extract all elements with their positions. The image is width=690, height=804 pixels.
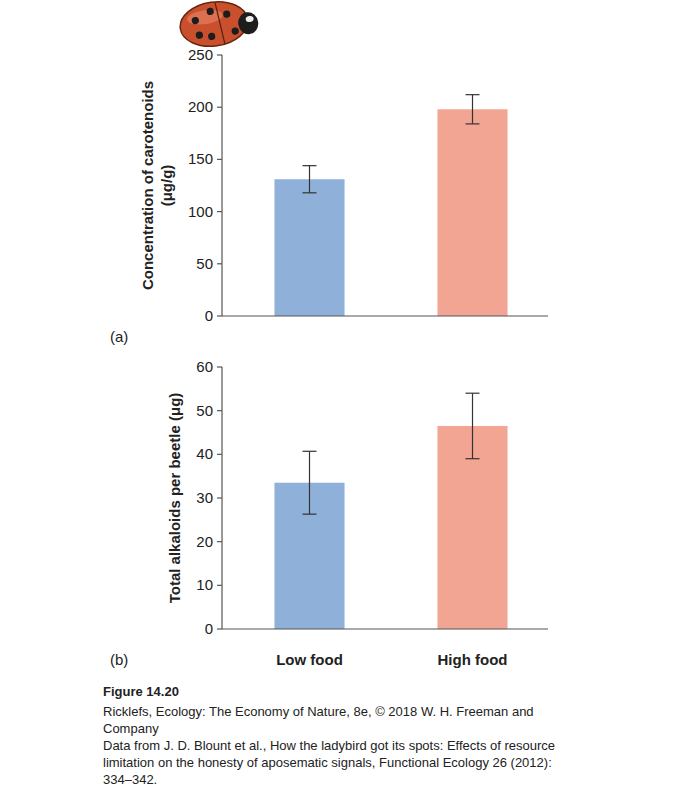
ladybug-spot: [195, 31, 203, 39]
bar: [437, 109, 507, 316]
ladybug-spot: [208, 32, 216, 40]
y-tick: [217, 159, 222, 160]
ladybug-spot: [223, 10, 231, 18]
error-cap: [303, 192, 317, 193]
y-axis-title: Concentration of carotenoids(μg/g): [139, 81, 175, 290]
caption-line: Ricklefs, Ecology: The Economy of Nature…: [103, 703, 573, 737]
error-cap: [303, 451, 317, 452]
y-tick-label: 150: [188, 150, 213, 167]
ladybug-icon: [177, 0, 260, 51]
ladybug-spot: [231, 27, 239, 35]
error-bar: [303, 451, 317, 514]
bars: [274, 95, 507, 316]
error-bar: [466, 95, 480, 124]
ladybug-spot: [206, 7, 214, 15]
error-bar: [466, 393, 480, 459]
y-tick-label: 30: [196, 489, 213, 506]
error-stem: [472, 95, 473, 124]
y-tick: [217, 107, 222, 108]
panel-letter: (b): [110, 651, 128, 668]
y-tick: [217, 454, 222, 455]
caption-line: Data from J. D. Blount et al., How the l…: [103, 737, 573, 788]
y-tick: [217, 54, 222, 55]
x-axis-line: [222, 315, 548, 316]
error-stem: [309, 166, 310, 193]
error-cap: [466, 393, 480, 394]
caption-line: Figure 14.20: [103, 683, 573, 700]
y-tick: [217, 585, 222, 586]
y-tick-label: 100: [188, 203, 213, 220]
bar: [274, 179, 344, 316]
error-stem: [472, 393, 473, 459]
error-cap: [466, 94, 480, 95]
error-cap: [466, 123, 480, 124]
y-tick-label: 250: [188, 46, 213, 63]
x-axis-line: [222, 628, 548, 629]
error-bar: [303, 166, 317, 193]
y-tick-label: 50: [196, 255, 213, 272]
caption: Figure 14.20 Ricklefs, Ecology: The Econo…: [103, 683, 573, 788]
y-axis-line: [221, 55, 222, 316]
x-tick-label: Low food: [276, 651, 343, 668]
error-cap: [303, 514, 317, 515]
y-tick: [217, 497, 222, 498]
y-tick: [217, 628, 222, 629]
y-tick-label: 20: [196, 533, 213, 550]
y-axis-title-line: (μg/g): [158, 165, 175, 207]
y-tick-label: 0: [205, 307, 213, 324]
y-axis-title: Total alkaloids per beetle (μg): [166, 393, 183, 604]
error-cap: [466, 458, 480, 459]
x-tick-label: High food: [438, 651, 508, 668]
figure-svg: 050100150200250Concentration of caroteno…: [0, 0, 690, 680]
y-tick-label: 0: [205, 620, 213, 637]
bars: [274, 393, 507, 629]
y-tick: [217, 315, 222, 316]
ladybug-head: [237, 11, 260, 36]
y-tick-label: 50: [196, 402, 213, 419]
y-tick: [217, 263, 222, 264]
panel-letter: (a): [110, 328, 128, 345]
error-cap: [303, 165, 317, 166]
y-tick-label: 10: [196, 576, 213, 593]
y-tick: [217, 541, 222, 542]
y-tick: [217, 366, 222, 367]
ladybug-eye: [245, 15, 254, 22]
y-tick-label: 60: [196, 358, 213, 375]
ladybug-seam: [215, 2, 225, 44]
y-tick: [217, 410, 222, 411]
y-tick-label: 40: [196, 445, 213, 462]
error-stem: [309, 451, 310, 514]
y-axis-title-line: Concentration of carotenoids: [139, 81, 156, 290]
y-tick: [217, 211, 222, 212]
y-tick-label: 200: [188, 98, 213, 115]
ladybug-spot: [191, 16, 199, 24]
